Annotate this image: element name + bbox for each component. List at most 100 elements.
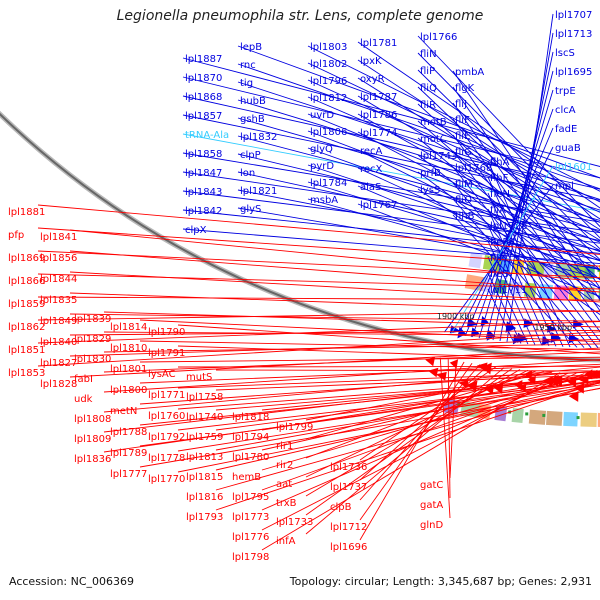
reverse-gene-leader-line xyxy=(447,359,451,499)
reverse-gene-label: lpl1737 xyxy=(330,482,367,493)
reverse-gene-leader-line xyxy=(37,331,600,367)
reverse-gene-label: lpl1849 xyxy=(40,316,77,327)
reverse-gene-leader-line xyxy=(305,369,529,478)
forward-gene-label: flhA xyxy=(490,157,510,168)
reverse-gene-label: lpl1844 xyxy=(40,274,77,285)
forward-gene-leader-line xyxy=(457,146,554,335)
forward-gene-leader-line xyxy=(357,167,600,280)
forward-gene-label: mpl xyxy=(555,181,574,192)
feature-band-segment xyxy=(468,252,483,269)
forward-gene-label: lpl1767 xyxy=(360,200,397,211)
reverse-gene-leader-line xyxy=(177,376,600,410)
reverse-gene-label: lpl1770 xyxy=(148,474,185,485)
forward-gene-label: lpl1743 xyxy=(420,151,457,162)
forward-gene-label: lpl1781 xyxy=(360,38,397,49)
reverse-gene-label: lpl1799 xyxy=(276,422,313,433)
forward-gene-leader-line xyxy=(182,152,600,223)
reverse-gene-leader-line xyxy=(103,311,600,328)
feature-band-segment xyxy=(545,410,563,426)
reverse-gene-leader-line xyxy=(449,360,457,479)
forward-gene-label: clpX xyxy=(185,225,207,236)
forward-gene-leader-line xyxy=(450,165,554,334)
forward-gene-label: lpl1707 xyxy=(555,10,592,21)
forward-gene-label: motC xyxy=(420,134,447,145)
feature-band-segment xyxy=(528,409,547,425)
forward-gene-leader-line xyxy=(444,184,554,333)
reverse-gene-leader-line xyxy=(261,372,561,551)
forward-gene-leader-line xyxy=(182,171,600,234)
forward-gene-label: lpl1868 xyxy=(185,92,222,103)
forward-gene-leader-line xyxy=(452,166,599,349)
reverse-gene-leader-line xyxy=(215,369,600,372)
forward-gene-label: pmbA xyxy=(455,67,484,78)
reverse-gene-leader-line xyxy=(305,370,537,459)
reverse-gene-label: lpl1840 xyxy=(40,337,77,348)
forward-gene-label: hubB xyxy=(240,96,266,107)
reverse-gene-leader-line xyxy=(261,372,569,531)
reverse-gene-label: lpl1818 xyxy=(232,412,269,423)
reverse-gene-label: lpl1788 xyxy=(110,427,147,438)
forward-gene-label: tig xyxy=(240,78,253,89)
reverse-gene-leader-line xyxy=(69,250,600,293)
reverse-gene-arrow xyxy=(568,391,579,402)
reverse-gene-label: lpl1828 xyxy=(40,379,77,390)
reverse-gene-arrow xyxy=(425,356,436,367)
forward-gene-label: lpl1870 xyxy=(185,73,222,84)
forward-gene-label: lpl1812 xyxy=(310,93,347,104)
topology-value: circular xyxy=(344,575,386,588)
forward-gene-label: lpl1784 xyxy=(310,178,347,189)
reverse-gene-leader-line xyxy=(69,229,600,283)
forward-gene-label: lpl1796 xyxy=(310,76,347,87)
forward-gene-leader-line xyxy=(307,45,600,192)
forward-gene-label: msbA xyxy=(310,195,338,206)
reverse-gene-label: lpl1862 xyxy=(8,322,45,333)
feature-band-segment xyxy=(563,411,578,427)
reverse-gene-label: trxB xyxy=(276,498,297,509)
reverse-gene-label: lpl1808 xyxy=(74,414,111,425)
forward-gene-label: lpxK xyxy=(360,56,382,67)
reverse-gene-label: lpl1827 xyxy=(40,358,77,369)
reverse-gene-leader-line xyxy=(261,373,600,451)
accession-label: Accession: xyxy=(9,575,68,588)
forward-gene-label: fliM xyxy=(455,179,473,190)
forward-gene-label: lpl1857 xyxy=(185,111,222,122)
forward-gene-label: recA xyxy=(360,146,383,157)
reverse-gene-leader-line xyxy=(139,356,600,363)
forward-gene-label: lon xyxy=(240,168,255,179)
reverse-gene-leader-line xyxy=(69,292,600,313)
reverse-gene-leader-line xyxy=(37,273,600,290)
accession-footer: Accession: NC_006369 xyxy=(9,575,134,588)
forward-gene-leader-line xyxy=(487,176,564,347)
reverse-gene-leader-line xyxy=(177,345,600,361)
reverse-gene-label: hemB xyxy=(232,472,261,483)
reverse-gene-label: lpl1758 xyxy=(186,392,223,403)
forward-gene-label: flhF xyxy=(490,173,509,184)
forward-gene-label: fliF xyxy=(455,115,470,126)
reverse-gene-leader-line xyxy=(103,366,600,413)
reverse-gene-label: clpB xyxy=(330,502,352,513)
reverse-gene-label: lpl1866 xyxy=(8,276,45,287)
forward-gene-leader-line xyxy=(307,181,600,271)
reverse-gene-leader-line xyxy=(215,381,600,511)
forward-gene-label: fleR xyxy=(490,237,509,248)
forward-gene-label: fleN xyxy=(490,189,510,200)
forward-gene-leader-line xyxy=(499,32,554,342)
reverse-gene-leader-line xyxy=(177,387,600,473)
forward-gene-label: prfB xyxy=(420,168,441,179)
forward-gene-label: motB xyxy=(420,117,447,128)
forward-gene-leader-line xyxy=(417,86,600,261)
forward-gene-label: lpl1802 xyxy=(310,59,347,70)
reverse-gene-leader-line xyxy=(359,366,497,461)
forward-gene-leader-line xyxy=(452,134,600,333)
reverse-gene-leader-line xyxy=(359,361,465,541)
feature-band-segment xyxy=(580,412,597,427)
forward-gene-leader-line xyxy=(452,118,600,323)
map-title: Legionella pneumophila str. Lens, comple… xyxy=(116,8,484,24)
reverse-gene-label: lpl1793 xyxy=(186,512,223,523)
reverse-gene-label: lpl1776 xyxy=(232,532,269,543)
forward-gene-arrow xyxy=(480,315,489,327)
forward-gene-label: lpl1832 xyxy=(240,132,277,143)
forward-gene-leader-line xyxy=(237,45,600,179)
forward-gene-leader-line xyxy=(357,95,600,241)
reverse-gene-label: udk xyxy=(74,394,93,405)
